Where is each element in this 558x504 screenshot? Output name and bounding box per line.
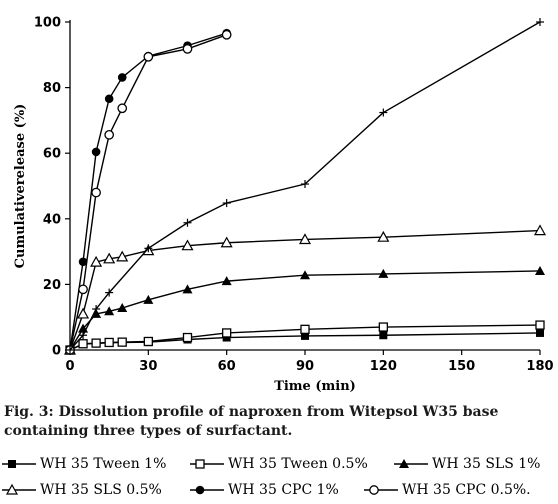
legend-marker-triangle-open-icon — [2, 483, 36, 495]
legend-marker — [8, 460, 16, 468]
data-point — [90, 255, 103, 267]
data-point — [143, 294, 154, 304]
x-axis-label: Time (min) — [274, 379, 356, 394]
x-tick-label: 180 — [526, 359, 553, 374]
data-point — [117, 73, 127, 82]
data-point — [78, 284, 88, 295]
data-point — [379, 331, 388, 340]
series-line — [69, 32, 227, 351]
data-point — [536, 18, 544, 26]
data-point — [117, 337, 127, 347]
x-tick-label: 150 — [448, 359, 475, 374]
legend-marker — [195, 459, 205, 469]
data-point — [221, 276, 232, 286]
data-point — [300, 324, 310, 334]
data-point — [79, 331, 88, 340]
x-tick-label: 120 — [370, 359, 397, 374]
data-point — [535, 320, 545, 330]
data-point — [535, 265, 545, 275]
data-point — [92, 305, 101, 313]
data-point — [379, 108, 388, 117]
legend-label: WH 35 Tween 1% — [40, 456, 167, 472]
y-tick-label: 60 — [43, 147, 61, 162]
x-tick-label: 60 — [218, 359, 236, 374]
series-line — [69, 34, 227, 351]
data-point — [117, 103, 128, 114]
data-point — [66, 346, 74, 354]
legend-label: WH 35 Tween 0.5% — [228, 456, 368, 472]
chart-canvas: 0 20 40 60 80 100 0 30 60 90 120 150 180 Time (min) Cu… — [13, 16, 554, 395]
data-point — [105, 288, 114, 297]
series-7 — [66, 18, 544, 354]
x-tick-label: 0 — [65, 359, 74, 374]
y-tick-label: 80 — [43, 81, 61, 96]
data-point — [91, 187, 101, 198]
legend-label: WH 35 SLS 1% — [432, 456, 541, 472]
series-line — [69, 21, 541, 351]
data-point — [536, 328, 544, 337]
x-tick-label: 90 — [296, 359, 314, 374]
data-point — [77, 307, 90, 319]
figure-caption: Fig. 3: Dissolution profile of naproxen … — [4, 404, 499, 439]
data-point — [301, 331, 309, 340]
series-2 — [65, 320, 545, 355]
data-point — [78, 257, 88, 267]
data-point — [222, 328, 232, 338]
y-tick-label: 40 — [43, 212, 61, 227]
legend-marker-triangle-filled-icon — [394, 459, 428, 468]
data-point — [181, 239, 194, 251]
legend-label: WH 35 CPC 0.5%. — [402, 482, 531, 498]
series-6 — [65, 29, 232, 355]
series-5 — [65, 28, 231, 355]
data-point — [143, 336, 153, 347]
data-point — [182, 44, 193, 54]
data-point — [182, 332, 193, 343]
data-point — [104, 94, 114, 104]
data-point — [221, 29, 232, 40]
data-point — [378, 268, 389, 278]
legend-marker-circle-open-icon — [364, 485, 398, 495]
y-tick-label: 0 — [52, 344, 61, 359]
data-point — [183, 218, 192, 227]
legend-marker-square-filled-icon — [2, 460, 36, 468]
legend-marker — [399, 459, 409, 468]
data-point — [91, 338, 101, 348]
legend-marker — [5, 483, 19, 495]
legend-row-2: WH 35 SLS 0.5% WH 35 CPC 1% WH 35 CPC 0.… — [0, 478, 558, 502]
data-point — [78, 339, 88, 349]
y-axis-label: Cumulativerelease (%) — [13, 104, 28, 269]
data-point — [182, 284, 193, 294]
legend-marker-circle-filled-icon — [190, 485, 224, 495]
chart-legend: WH 35 Tween 1% WH 35 Tween 0.5% WH 35 SL… — [0, 452, 558, 504]
data-point — [104, 306, 115, 316]
y-tick-label: 100 — [34, 16, 61, 31]
dissolution-chart: 0 20 40 60 80 100 0 30 60 90 120 150 180 Time (min) Cu… — [13, 16, 554, 395]
data-point — [222, 199, 231, 208]
data-point — [143, 51, 154, 62]
legend-marker-square-open-icon — [190, 459, 224, 469]
data-point — [103, 252, 116, 264]
data-point — [377, 230, 390, 242]
data-point — [104, 129, 115, 140]
legend-marker — [195, 485, 205, 495]
data-point — [104, 337, 114, 348]
data-point — [91, 308, 102, 318]
data-point — [301, 180, 309, 189]
x-tick-label: 30 — [139, 359, 157, 374]
data-point — [144, 244, 153, 253]
legend-marker — [369, 485, 379, 495]
legend-label: WH 35 SLS 0.5% — [40, 482, 162, 498]
series-3 — [65, 265, 545, 354]
data-point — [533, 224, 547, 236]
data-point — [300, 270, 310, 280]
data-point — [220, 236, 233, 248]
legend-label: WH 35 CPC 1% — [228, 482, 339, 498]
data-point — [116, 250, 129, 262]
y-tick-label: 20 — [43, 278, 61, 293]
data-point — [117, 303, 128, 313]
data-point — [91, 147, 101, 157]
data-point — [378, 322, 388, 332]
data-point — [298, 233, 312, 245]
legend-row-1: WH 35 Tween 1% WH 35 Tween 0.5% WH 35 SL… — [0, 452, 558, 476]
